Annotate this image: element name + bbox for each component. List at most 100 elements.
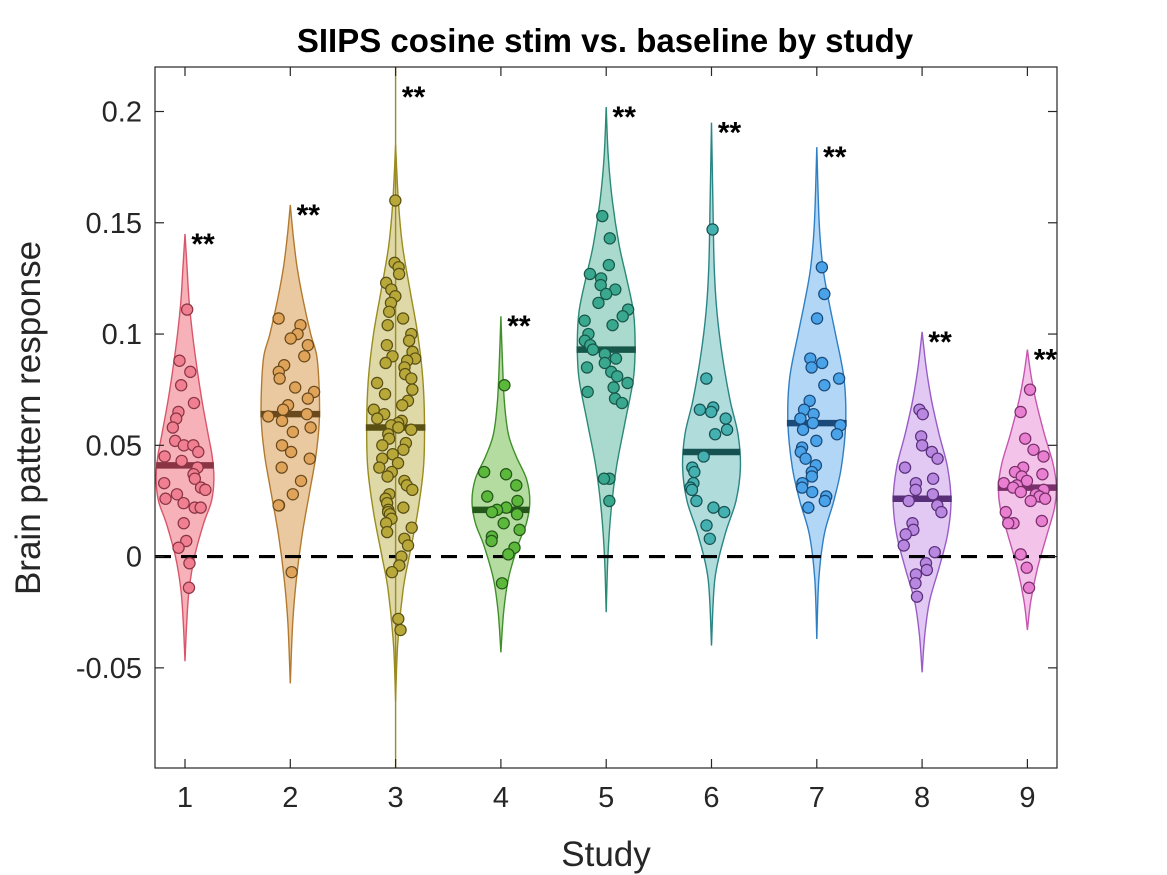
data-point-study-9 bbox=[1014, 548, 1027, 561]
data-point-study-4 bbox=[481, 490, 494, 503]
data-point-study-3 bbox=[386, 448, 399, 461]
data-point-study-3 bbox=[402, 334, 416, 347]
data-point-study-2 bbox=[284, 445, 298, 459]
data-point-study-2 bbox=[303, 452, 316, 465]
data-point-study-7 bbox=[805, 470, 819, 483]
data-point-study-2 bbox=[272, 499, 285, 512]
data-point-study-6 bbox=[693, 403, 707, 416]
data-point-study-5 bbox=[578, 314, 591, 327]
data-point-study-1 bbox=[174, 379, 188, 392]
data-point-study-3 bbox=[405, 423, 418, 436]
data-point-study-5 bbox=[607, 381, 620, 394]
data-point-study-6 bbox=[700, 519, 713, 532]
data-point-study-4 bbox=[510, 508, 524, 521]
data-point-study-6 bbox=[708, 427, 722, 441]
data-point-study-8 bbox=[928, 545, 941, 559]
data-point-study-8 bbox=[898, 461, 912, 474]
data-point-study-4 bbox=[513, 523, 526, 537]
data-point-study-2 bbox=[262, 410, 275, 423]
data-point-study-6 bbox=[697, 450, 710, 463]
data-point-study-7 bbox=[796, 423, 810, 436]
data-point-study-2 bbox=[284, 332, 297, 345]
data-point-study-3 bbox=[380, 338, 394, 352]
data-point-study-2 bbox=[301, 392, 315, 405]
data-point-study-3 bbox=[381, 318, 394, 332]
data-point-study-6 bbox=[718, 505, 731, 519]
data-point-study-2 bbox=[286, 488, 300, 501]
significance-marker-study-8: ** bbox=[928, 326, 952, 359]
data-point-study-2 bbox=[272, 312, 285, 325]
data-point-study-1 bbox=[158, 450, 171, 463]
x-tick-label: 9 bbox=[1019, 782, 1035, 814]
data-point-study-3 bbox=[392, 267, 406, 281]
data-point-study-9 bbox=[1024, 494, 1037, 508]
data-point-study-3 bbox=[389, 194, 402, 207]
data-point-study-3 bbox=[373, 461, 386, 474]
data-point-study-9 bbox=[1022, 581, 1036, 594]
violin-study-4 bbox=[471, 316, 531, 653]
data-point-study-4 bbox=[511, 494, 524, 508]
data-point-study-5 bbox=[581, 385, 594, 399]
data-point-study-7 bbox=[806, 416, 820, 430]
data-point-study-3 bbox=[370, 376, 384, 390]
data-point-study-3 bbox=[405, 521, 418, 534]
data-point-study-8 bbox=[897, 539, 910, 552]
data-point-study-9 bbox=[1038, 492, 1052, 505]
x-tick-label: 8 bbox=[914, 782, 930, 814]
data-point-study-9 bbox=[1035, 514, 1049, 528]
data-point-study-4 bbox=[499, 468, 513, 481]
data-point-study-7 bbox=[818, 494, 832, 508]
data-point-study-7 bbox=[815, 356, 829, 370]
data-point-study-1 bbox=[183, 557, 196, 570]
violin-study-7 bbox=[787, 147, 847, 639]
data-point-study-6 bbox=[685, 483, 699, 497]
data-point-study-1 bbox=[180, 534, 193, 548]
data-point-study-1 bbox=[157, 476, 171, 490]
data-point-study-3 bbox=[391, 456, 405, 470]
x-tick-label: 6 bbox=[703, 782, 719, 814]
data-point-study-5 bbox=[594, 278, 607, 292]
data-point-study-5 bbox=[603, 494, 616, 508]
data-point-study-3 bbox=[406, 483, 419, 497]
x-tick-label: 7 bbox=[809, 782, 825, 814]
data-point-study-6 bbox=[688, 465, 701, 479]
data-point-study-2 bbox=[275, 461, 288, 474]
data-point-study-6 bbox=[703, 532, 717, 545]
data-point-study-5 bbox=[596, 209, 609, 223]
chart-title: SIIPS cosine stim vs. baseline by study bbox=[297, 22, 914, 59]
data-point-study-5 bbox=[609, 352, 623, 365]
data-point-study-8 bbox=[915, 439, 929, 452]
significance-marker-study-9: ** bbox=[1034, 344, 1058, 377]
data-point-study-1 bbox=[170, 488, 184, 501]
data-point-study-9 bbox=[1037, 450, 1050, 463]
data-point-study-2 bbox=[294, 474, 308, 488]
data-point-study-5 bbox=[599, 287, 613, 301]
data-point-study-7 bbox=[832, 372, 846, 385]
data-point-study-2 bbox=[286, 425, 300, 439]
data-point-study-8 bbox=[909, 483, 922, 497]
y-tick-label: -0.05 bbox=[76, 653, 142, 685]
data-point-study-7 bbox=[818, 287, 831, 301]
data-point-study-9 bbox=[1014, 485, 1028, 499]
y-tick-label: 0.05 bbox=[86, 430, 142, 462]
data-point-study-3 bbox=[397, 443, 410, 456]
data-point-study-3 bbox=[378, 387, 392, 401]
data-point-study-2 bbox=[298, 350, 311, 363]
data-point-study-3 bbox=[394, 623, 407, 637]
data-point-study-1 bbox=[172, 541, 185, 554]
data-point-study-7 bbox=[818, 379, 831, 392]
data-point-study-5 bbox=[603, 232, 616, 245]
data-point-study-9 bbox=[1023, 383, 1037, 396]
data-point-study-6 bbox=[720, 423, 734, 436]
data-point-study-9 bbox=[999, 505, 1012, 519]
data-point-study-8 bbox=[916, 407, 929, 421]
data-point-study-9 bbox=[1027, 443, 1040, 456]
data-point-study-5 bbox=[583, 267, 597, 281]
data-point-study-9 bbox=[1036, 468, 1049, 481]
data-point-study-7 bbox=[794, 412, 807, 425]
data-point-study-9 bbox=[1020, 474, 1034, 488]
data-point-study-8 bbox=[910, 590, 924, 603]
data-point-study-8 bbox=[902, 494, 915, 508]
data-point-study-2 bbox=[275, 439, 289, 452]
data-point-study-1 bbox=[199, 483, 212, 497]
